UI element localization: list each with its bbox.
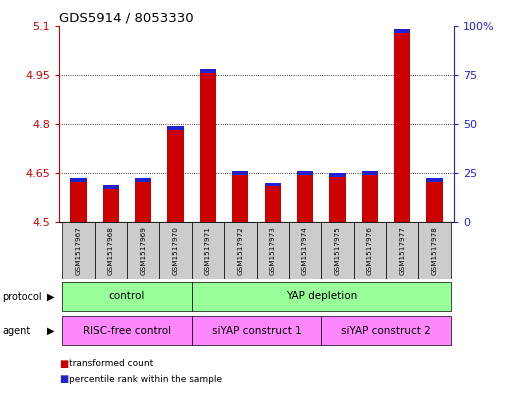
Text: GSM1517972: GSM1517972 — [238, 227, 243, 275]
Text: GSM1517969: GSM1517969 — [140, 227, 146, 275]
Text: GSM1517967: GSM1517967 — [75, 227, 82, 275]
Text: percentile rank within the sample: percentile rank within the sample — [69, 375, 222, 384]
FancyBboxPatch shape — [127, 222, 160, 279]
Bar — [232, 171, 248, 175]
Text: siYAP construct 1: siYAP construct 1 — [212, 325, 301, 336]
FancyBboxPatch shape — [160, 222, 192, 279]
Bar — [103, 186, 119, 222]
Text: GSM1517978: GSM1517978 — [431, 227, 438, 275]
Text: agent: agent — [3, 326, 31, 336]
FancyBboxPatch shape — [62, 282, 192, 311]
Text: GSM1517973: GSM1517973 — [270, 227, 275, 275]
Text: ▶: ▶ — [47, 292, 55, 302]
FancyBboxPatch shape — [62, 316, 192, 345]
Bar — [135, 178, 151, 182]
FancyBboxPatch shape — [62, 222, 94, 279]
Text: YAP depletion: YAP depletion — [286, 291, 357, 301]
Bar — [362, 171, 378, 175]
Text: GSM1517976: GSM1517976 — [367, 227, 373, 275]
Bar — [135, 179, 151, 222]
Text: GSM1517968: GSM1517968 — [108, 227, 114, 275]
FancyBboxPatch shape — [94, 222, 127, 279]
Text: protocol: protocol — [3, 292, 42, 302]
Text: GSM1517975: GSM1517975 — [334, 227, 341, 275]
FancyBboxPatch shape — [192, 222, 224, 279]
Text: RISC-free control: RISC-free control — [83, 325, 171, 336]
FancyBboxPatch shape — [353, 222, 386, 279]
Text: ■: ■ — [59, 358, 68, 369]
FancyBboxPatch shape — [192, 316, 321, 345]
Text: siYAP construct 2: siYAP construct 2 — [341, 325, 431, 336]
Text: GSM1517974: GSM1517974 — [302, 227, 308, 275]
FancyBboxPatch shape — [321, 316, 451, 345]
Bar — [200, 70, 216, 222]
Bar — [265, 184, 281, 222]
Text: ▶: ▶ — [47, 326, 55, 336]
Bar — [329, 174, 346, 222]
Bar — [200, 69, 216, 73]
Bar — [70, 178, 87, 182]
Text: control: control — [109, 291, 145, 301]
Bar — [265, 183, 281, 187]
Bar — [362, 172, 378, 222]
Text: GSM1517970: GSM1517970 — [172, 227, 179, 275]
Bar — [329, 173, 346, 177]
Bar — [426, 178, 443, 182]
Text: ■: ■ — [59, 374, 68, 384]
FancyBboxPatch shape — [419, 222, 451, 279]
Bar — [394, 29, 410, 33]
Text: GSM1517971: GSM1517971 — [205, 227, 211, 275]
FancyBboxPatch shape — [289, 222, 321, 279]
FancyBboxPatch shape — [321, 222, 353, 279]
Text: transformed count: transformed count — [69, 359, 153, 368]
FancyBboxPatch shape — [192, 282, 451, 311]
FancyBboxPatch shape — [386, 222, 419, 279]
Text: GDS5914 / 8053330: GDS5914 / 8053330 — [59, 11, 193, 24]
Bar — [297, 171, 313, 175]
FancyBboxPatch shape — [224, 222, 256, 279]
FancyBboxPatch shape — [256, 222, 289, 279]
Bar — [297, 172, 313, 222]
Bar — [426, 179, 443, 222]
Bar — [167, 127, 184, 222]
Bar — [167, 126, 184, 130]
Bar — [394, 31, 410, 222]
Bar — [70, 179, 87, 222]
Bar — [103, 185, 119, 189]
Bar — [232, 172, 248, 222]
Text: GSM1517977: GSM1517977 — [399, 227, 405, 275]
